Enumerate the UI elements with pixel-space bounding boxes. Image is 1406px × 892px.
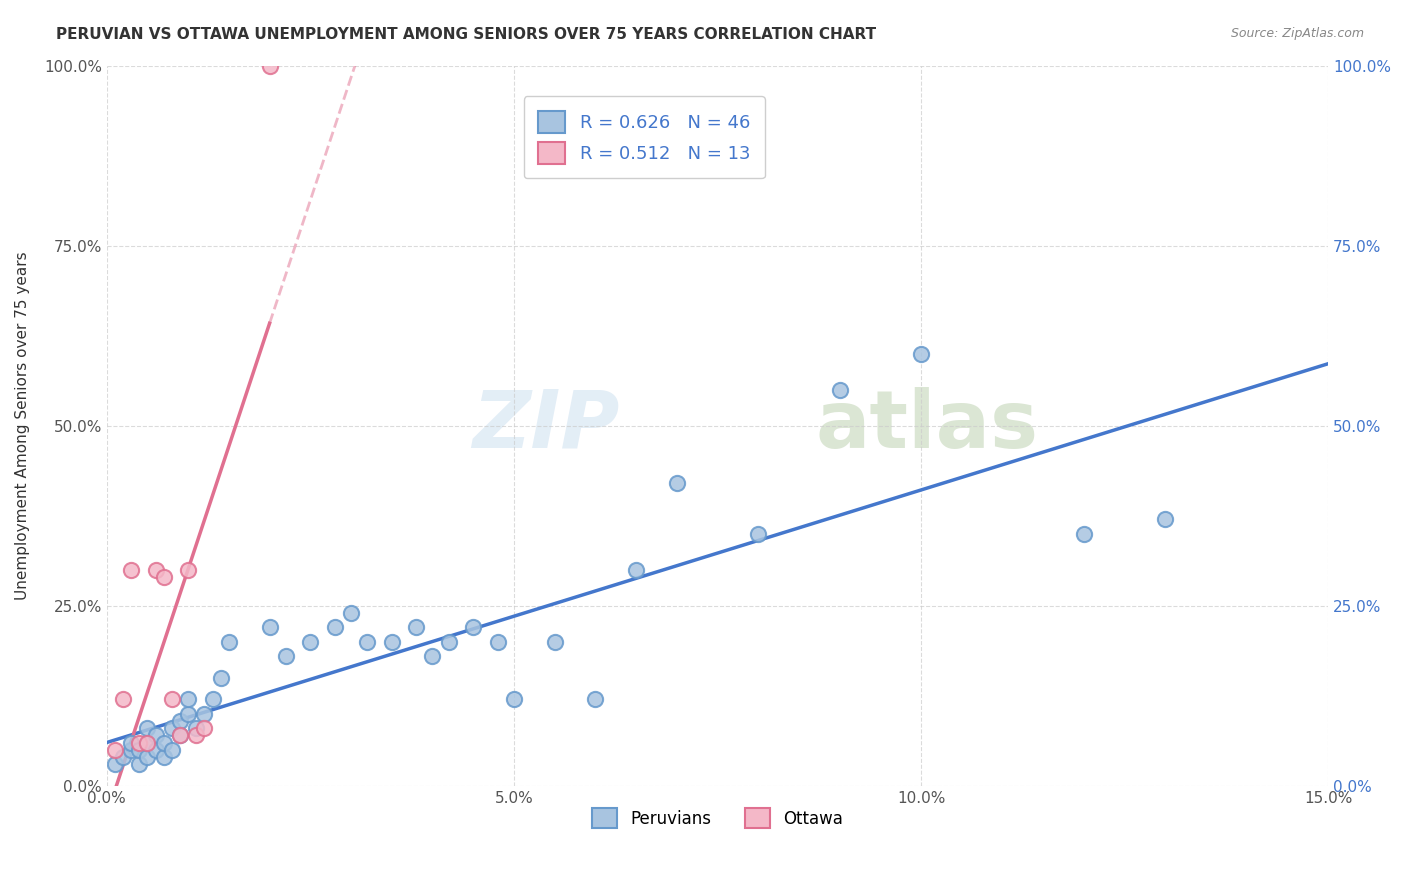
Point <box>136 735 159 749</box>
Point <box>112 750 135 764</box>
Point <box>747 526 769 541</box>
Point <box>152 570 174 584</box>
Text: PERUVIAN VS OTTAWA UNEMPLOYMENT AMONG SENIORS OVER 75 YEARS CORRELATION CHART: PERUVIAN VS OTTAWA UNEMPLOYMENT AMONG SE… <box>56 27 876 42</box>
Point <box>218 634 240 648</box>
Point <box>177 692 200 706</box>
Point <box>502 692 524 706</box>
Text: atlas: atlas <box>815 387 1038 465</box>
Point <box>1154 512 1177 526</box>
Point <box>177 563 200 577</box>
Point <box>145 563 167 577</box>
Point <box>104 757 127 772</box>
Legend: Peruvians, Ottawa: Peruvians, Ottawa <box>585 801 849 835</box>
Point <box>128 757 150 772</box>
Text: ZIP: ZIP <box>472 387 620 465</box>
Point <box>104 743 127 757</box>
Text: Source: ZipAtlas.com: Source: ZipAtlas.com <box>1230 27 1364 40</box>
Point <box>145 728 167 742</box>
Point <box>136 735 159 749</box>
Point <box>160 721 183 735</box>
Point <box>910 346 932 360</box>
Point <box>120 563 142 577</box>
Point <box>169 714 191 728</box>
Point <box>340 606 363 620</box>
Point <box>437 634 460 648</box>
Point <box>299 634 322 648</box>
Point <box>152 750 174 764</box>
Point <box>665 476 688 491</box>
Point <box>828 383 851 397</box>
Point <box>160 743 183 757</box>
Point <box>145 743 167 757</box>
Point <box>186 721 208 735</box>
Point <box>112 692 135 706</box>
Point <box>422 649 444 664</box>
Point <box>381 634 404 648</box>
Point <box>1073 526 1095 541</box>
Y-axis label: Unemployment Among Seniors over 75 years: Unemployment Among Seniors over 75 years <box>15 252 30 600</box>
Point <box>136 721 159 735</box>
Point <box>463 620 485 634</box>
Point <box>274 649 297 664</box>
Point <box>356 634 378 648</box>
Point <box>169 728 191 742</box>
Point <box>543 634 565 648</box>
Point <box>201 692 224 706</box>
Point <box>259 620 281 634</box>
Point <box>193 721 215 735</box>
Point <box>486 634 509 648</box>
Point <box>128 743 150 757</box>
Point <box>323 620 346 634</box>
Point <box>169 728 191 742</box>
Point <box>120 735 142 749</box>
Point <box>120 743 142 757</box>
Point <box>583 692 606 706</box>
Point <box>193 706 215 721</box>
Point <box>209 671 232 685</box>
Point <box>259 59 281 73</box>
Point <box>177 706 200 721</box>
Point <box>152 735 174 749</box>
Point <box>128 735 150 749</box>
Point <box>160 692 183 706</box>
Point <box>624 563 647 577</box>
Point <box>186 728 208 742</box>
Point <box>405 620 427 634</box>
Point <box>136 750 159 764</box>
